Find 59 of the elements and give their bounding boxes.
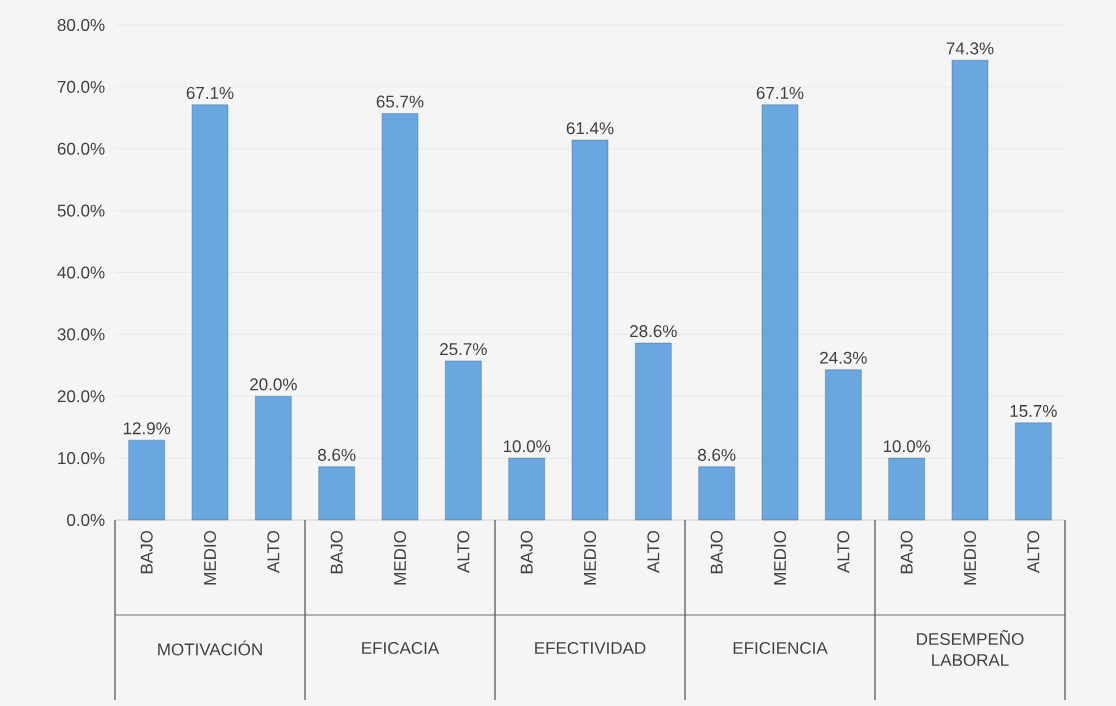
text: EFICACIA: [362, 641, 440, 655]
bar: [825, 369, 862, 521]
data-label: 10.0%: [883, 440, 931, 453]
y-tick-label: 0.0%: [67, 513, 105, 527]
bar: [698, 466, 735, 521]
data-label: 74.3%: [946, 42, 994, 55]
x-tick-label: MEDIO: [393, 530, 407, 585]
x-tick-label: BAJO: [710, 530, 723, 574]
x-tick-label: ALTO: [1027, 530, 1040, 573]
bar: [508, 457, 545, 521]
data-label: 8.6%: [318, 448, 356, 461]
x-tick-label: ALTO: [267, 530, 280, 573]
bar: [635, 342, 672, 521]
bar: [1015, 422, 1052, 521]
text: DESEMPEÑO LABORAL: [917, 629, 1024, 667]
x-tick-label: BAJO: [900, 530, 913, 574]
x-tick-label: BAJO: [140, 530, 153, 574]
data-label: 20.0%: [250, 378, 297, 391]
data-label: 12.9%: [123, 422, 171, 435]
bar: [255, 396, 292, 521]
y-tick-label: 40.0%: [57, 266, 105, 279]
data-label: 28.6%: [630, 325, 677, 338]
bar: [381, 113, 419, 521]
bar: [951, 60, 989, 521]
y-tick-label: 50.0%: [57, 204, 105, 217]
x-tick-label: ALTO: [457, 530, 470, 573]
x-tick-label: ALTO: [837, 530, 850, 573]
x-tick-label: MEDIO: [773, 530, 787, 585]
bar: [318, 466, 355, 521]
y-tick-label: 30.0%: [57, 328, 105, 341]
bar: [888, 457, 925, 521]
y-tick-label: 80.0%: [57, 18, 105, 32]
x-tick-label: MEDIO: [963, 530, 977, 585]
data-label: 10.0%: [503, 440, 551, 453]
data-label: 65.7%: [376, 95, 424, 108]
text: MOTIVACIÓN: [158, 640, 262, 656]
bar: [191, 104, 229, 521]
data-label: 15.7%: [1010, 405, 1057, 417]
data-label: 8.6%: [698, 448, 736, 461]
x-tick-label: BAJO: [520, 530, 533, 574]
bar: [445, 360, 482, 521]
x-tick-label: BAJO: [330, 530, 343, 574]
data-label: 67.1%: [756, 86, 804, 99]
data-label: 61.4%: [566, 122, 614, 135]
y-tick-label: 20.0%: [57, 390, 105, 403]
x-tick-label: MEDIO: [203, 530, 217, 585]
text: EFICIENCIA: [733, 641, 828, 655]
y-tick-label: 70.0%: [57, 80, 105, 93]
bar: [571, 139, 609, 521]
y-tick-label: 60.0%: [57, 142, 105, 155]
x-tick-label: ALTO: [647, 530, 660, 573]
data-label: 67.1%: [186, 86, 234, 99]
bar: [128, 439, 165, 521]
y-tick-label: 10.0%: [58, 452, 105, 465]
x-tick-label: MEDIO: [583, 530, 597, 585]
text: EFECTIVIDAD: [535, 641, 646, 655]
bar: [761, 104, 799, 521]
data-label: 24.3%: [820, 351, 867, 364]
data-label: 25.7%: [440, 343, 487, 356]
